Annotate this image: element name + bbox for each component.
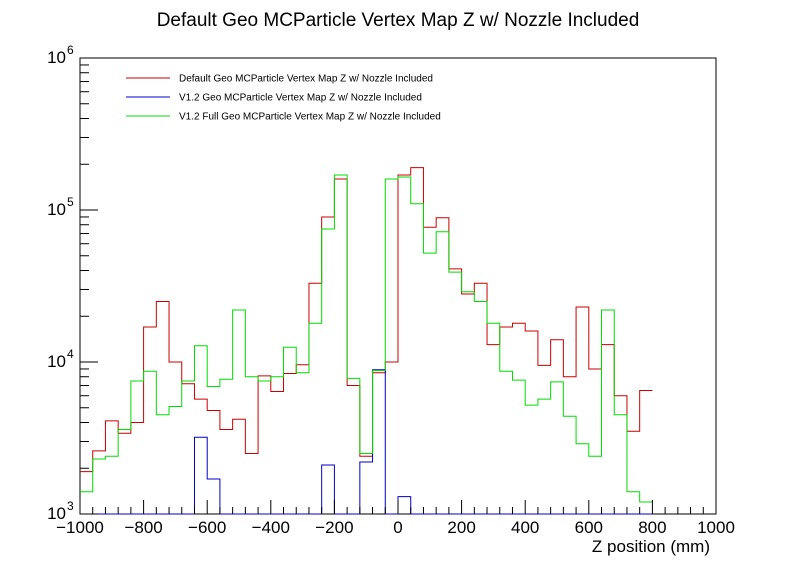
series-line-2 <box>80 174 653 503</box>
x-tick-label: −800 <box>124 518 162 537</box>
legend: Default Geo MCParticle Vertex Map Z w/ N… <box>126 74 441 123</box>
chart-title: Default Geo MCParticle Vertex Map Z w/ N… <box>157 10 640 31</box>
legend-label-0: Default Geo MCParticle Vertex Map Z w/ N… <box>179 74 433 85</box>
series-line-1 <box>80 369 653 515</box>
y-tick-exponent: 6 <box>67 43 74 57</box>
x-tick-label: −400 <box>252 518 290 537</box>
y-tick-exponent: 5 <box>67 195 74 209</box>
x-tick-label: 800 <box>638 518 666 537</box>
x-tick-label: 400 <box>511 518 539 537</box>
x-tick-label: 1000 <box>697 518 735 537</box>
x-tick-label: 200 <box>447 518 475 537</box>
y-tick-exponent: 3 <box>67 499 74 513</box>
x-tick-label: −1000 <box>56 518 104 537</box>
x-tick-label: 600 <box>575 518 603 537</box>
x-tick-label: 0 <box>393 518 402 537</box>
y-tick-label: 10 <box>47 504 66 523</box>
x-axis-label: Z position (mm) <box>592 537 710 556</box>
y-tick-label: 10 <box>47 352 66 371</box>
y-tick-exponent: 4 <box>67 347 74 361</box>
legend-label-1: V1.2 Geo MCParticle Vertex Map Z w/ Nozz… <box>179 93 422 104</box>
legend-label-2: V1.2 Full Geo MCParticle Vertex Map Z w/… <box>179 112 441 123</box>
x-axis: −1000 −800 −600 −400 −200 0 200 400 600 800 1000 <box>56 500 735 537</box>
y-tick-label: 10 <box>47 200 66 219</box>
series-group <box>80 167 653 515</box>
x-tick-label: −200 <box>315 518 353 537</box>
y-tick-label: 10 <box>47 48 66 67</box>
x-tick-label: −600 <box>188 518 226 537</box>
series-line-0 <box>80 167 653 473</box>
